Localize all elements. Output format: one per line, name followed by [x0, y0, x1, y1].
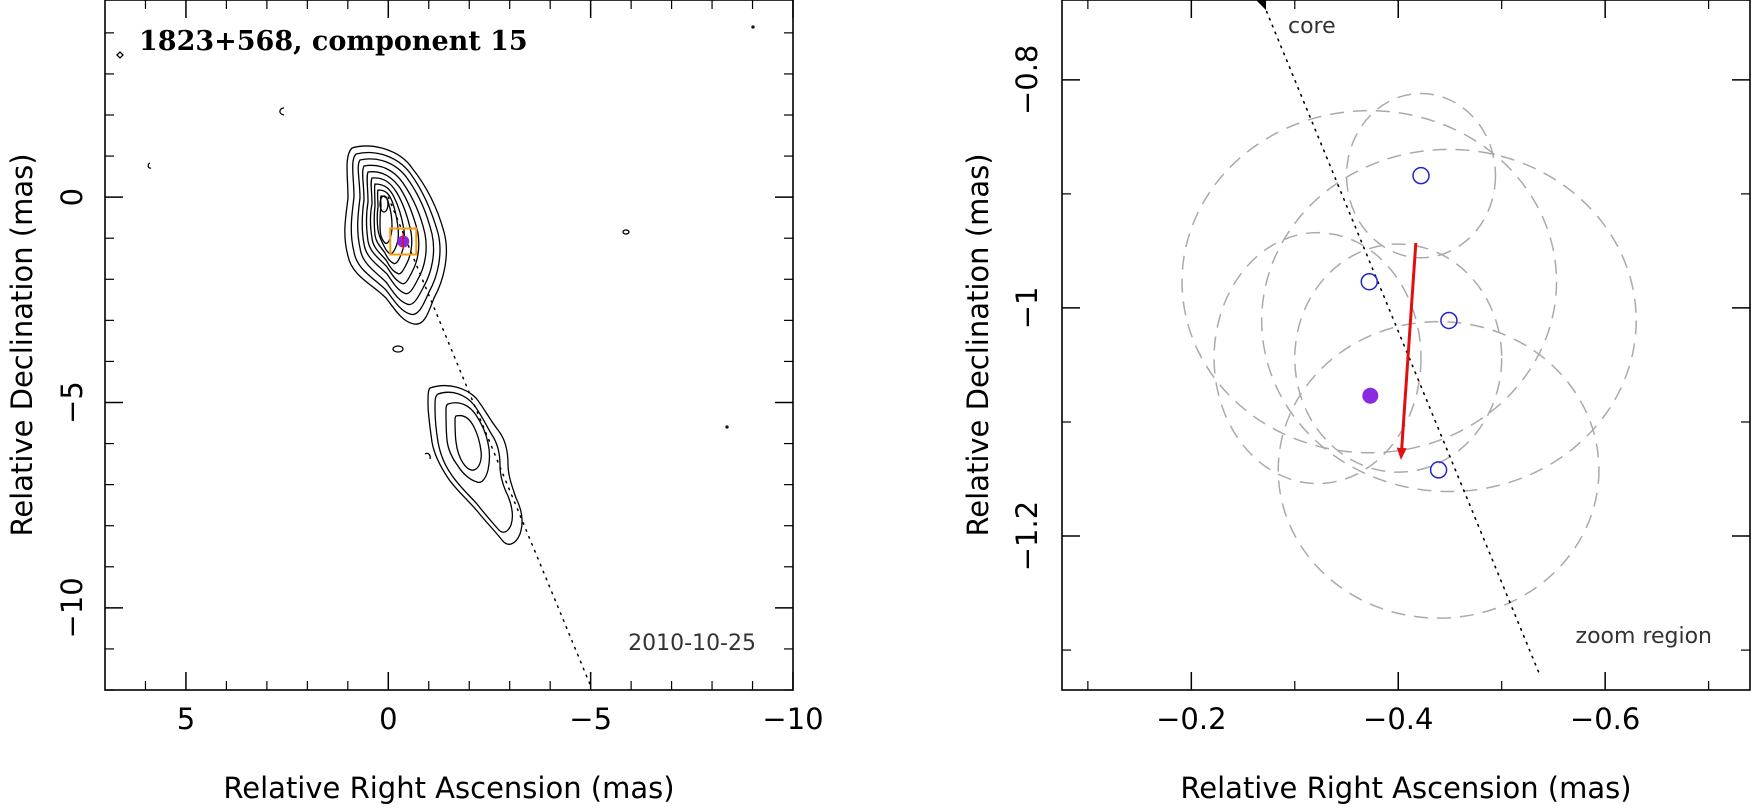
right-x-axis-label: Relative Right Ascension (mas) — [1180, 771, 1631, 805]
right-ticks — [1062, 0, 1750, 690]
error-ellipse — [1277, 320, 1600, 619]
y-tick-label: −0.8 — [1010, 45, 1044, 115]
jet-axis-line — [387, 196, 592, 687]
error-ellipse — [1294, 243, 1503, 473]
core-contours — [344, 145, 447, 325]
left-plot-frame — [104, 0, 794, 691]
zoom-region-box — [389, 227, 418, 256]
left-panel: 1823+568, component 15 2010-10-25 5 0 −5 −1… — [5, 0, 824, 805]
x-tick-label: −0.4 — [1363, 702, 1433, 736]
right-y-axis-label: Relative Declination (mas) — [961, 153, 995, 536]
left-y-tick-labels: 0 −5 −10 — [55, 188, 89, 639]
left-y-axis-label: Relative Declination (mas) — [5, 153, 39, 536]
knot-contours — [424, 384, 523, 545]
x-tick-label: 0 — [379, 702, 397, 736]
y-tick-label: −5 — [55, 381, 89, 424]
left-ticks — [105, 0, 794, 691]
x-tick-label: −5 — [569, 702, 612, 736]
y-tick-label: −1.2 — [1010, 501, 1044, 571]
position-points — [1360, 166, 1458, 479]
x-tick-label: 5 — [177, 702, 195, 736]
position-point — [1412, 166, 1430, 185]
error-ellipses — [1181, 92, 1637, 619]
right-y-tick-labels: −0.8 −1 −1.2 — [1010, 45, 1044, 572]
error-ellipse — [1345, 92, 1497, 259]
x-tick-label: −10 — [762, 702, 823, 736]
noise-contours — [116, 25, 755, 429]
position-point — [1429, 461, 1448, 479]
x-tick-label: −0.6 — [1570, 702, 1640, 736]
left-x-axis-label: Relative Right Ascension (mas) — [223, 771, 674, 805]
error-ellipse — [1181, 109, 1558, 454]
error-ellipse — [1213, 231, 1422, 485]
y-tick-label: −10 — [55, 577, 89, 638]
proper-motion-vector — [1396, 242, 1418, 460]
mean-position-point — [1362, 387, 1379, 404]
position-point — [1440, 311, 1458, 330]
error-ellipse — [1260, 148, 1637, 493]
right-x-tick-labels: −0.2 −0.4 −0.6 — [1156, 702, 1640, 736]
right-panel: core zoom region −0.2 −0.4 −0.6 −0.8 −1 −1.2… — [961, 0, 1751, 805]
observation-date: 2010-10-25 — [628, 631, 756, 656]
position-point — [1360, 272, 1379, 291]
zoom-region-label: zoom region — [1576, 624, 1712, 649]
x-tick-label: −0.2 — [1156, 702, 1226, 736]
y-tick-label: 0 — [55, 188, 89, 206]
core-direction-line — [1256, 0, 1540, 674]
chart-title: 1823+568, component 15 — [139, 26, 528, 57]
y-tick-label: −1 — [1010, 287, 1044, 330]
left-x-tick-labels: 5 0 −5 −10 — [177, 702, 824, 736]
core-label: core — [1288, 14, 1336, 39]
right-plot-frame — [1061, 0, 1751, 691]
